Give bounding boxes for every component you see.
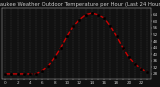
Title: Milwaukee Weather Outdoor Temperature per Hour (Last 24 Hours): Milwaukee Weather Outdoor Temperature pe… (0, 2, 160, 7)
